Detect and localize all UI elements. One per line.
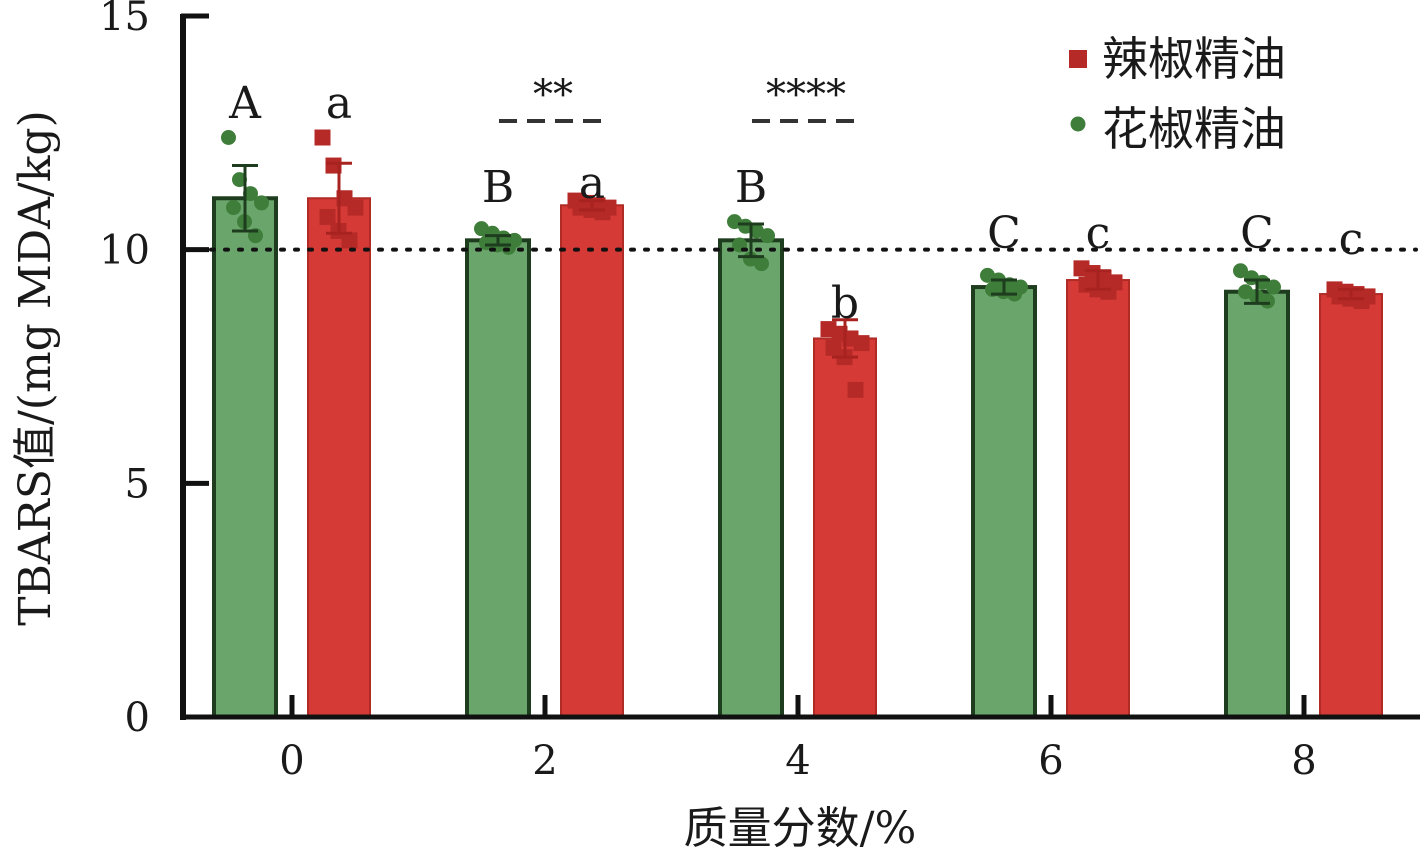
point-red-4-3	[853, 335, 870, 352]
y-tick-label-5: 5	[125, 461, 150, 507]
bar-red-6	[1066, 279, 1130, 718]
y-tick-label-15: 15	[99, 0, 150, 40]
sig-letter-red-2: a	[579, 158, 605, 209]
point-red-8-6	[1353, 293, 1370, 310]
x-tick-label-4: 4	[785, 738, 810, 784]
bar-green-4	[718, 238, 784, 719]
legend-square-marker	[1069, 50, 1087, 68]
point-green-0-4	[226, 200, 241, 216]
point-green-8-0	[1233, 263, 1248, 279]
point-green-8-3	[1266, 279, 1281, 295]
legend-label-chili-oil: 辣椒精油	[1102, 32, 1286, 86]
legend-label-pepper-oil: 花椒精油	[1102, 102, 1286, 156]
y-tick-label-0: 0	[125, 695, 150, 741]
y-tick-label-10: 10	[99, 228, 150, 274]
x-axis-title: 质量分数/%	[684, 803, 917, 854]
x-tick-label-8: 8	[1291, 738, 1316, 784]
sig-letter-red-8: c	[1339, 214, 1364, 265]
sig-letter-green-0: A	[228, 78, 262, 129]
point-green-4-6	[754, 256, 769, 272]
bar-green-0	[212, 196, 278, 719]
point-red-0-0	[314, 129, 331, 146]
points-layer	[221, 129, 1376, 398]
bar-green-8	[1224, 289, 1290, 719]
point-red-0-6	[341, 232, 358, 249]
bar-green-6	[971, 285, 1037, 719]
sig-letter-red-6: c	[1086, 208, 1111, 259]
point-green-8-6	[1260, 293, 1275, 309]
sig-letter-red-0: a	[326, 78, 352, 129]
errors-layer	[232, 161, 1364, 359]
bar-red-8	[1319, 293, 1383, 718]
point-red-0-4	[319, 208, 336, 225]
x-tick-label-2: 2	[532, 738, 557, 784]
point-green-0-3	[254, 195, 269, 211]
sig-letter-red-4: b	[831, 278, 859, 329]
sig-stars-2: **	[533, 72, 573, 118]
bars-layer	[212, 196, 1383, 719]
bar-red-4	[813, 337, 877, 718]
point-red-0-3	[347, 199, 364, 216]
bar-red-0	[307, 197, 371, 718]
sig-letter-green-8: C	[1240, 208, 1274, 259]
x-tick-label-6: 6	[1038, 738, 1063, 784]
point-green-0-0	[221, 130, 236, 146]
point-green-0-2	[243, 186, 258, 202]
axes-layer: 0 5 10 15 0 2 4 6 8	[99, 0, 1420, 784]
legend: 辣椒精油 花椒精油	[1069, 32, 1286, 156]
sig-letter-green-2: B	[482, 162, 514, 213]
y-axis-title: TBARS值/(mg MDA/kg)	[10, 110, 61, 626]
point-green-4-3	[760, 228, 775, 244]
point-red-6-6	[1100, 283, 1117, 300]
sig-letter-green-6: C	[987, 208, 1021, 259]
point-red-4-6	[847, 381, 864, 398]
x-tick-label-0: 0	[279, 738, 304, 784]
sig-letter-green-4: B	[735, 162, 767, 213]
point-green-2-6	[501, 239, 516, 255]
bar-green-2	[465, 238, 531, 719]
point-red-2-6	[594, 204, 611, 221]
legend-circle-marker	[1070, 116, 1086, 132]
point-green-0-1	[232, 172, 247, 188]
sig-stars-4: ****	[766, 72, 846, 118]
bar-red-2	[560, 204, 624, 719]
